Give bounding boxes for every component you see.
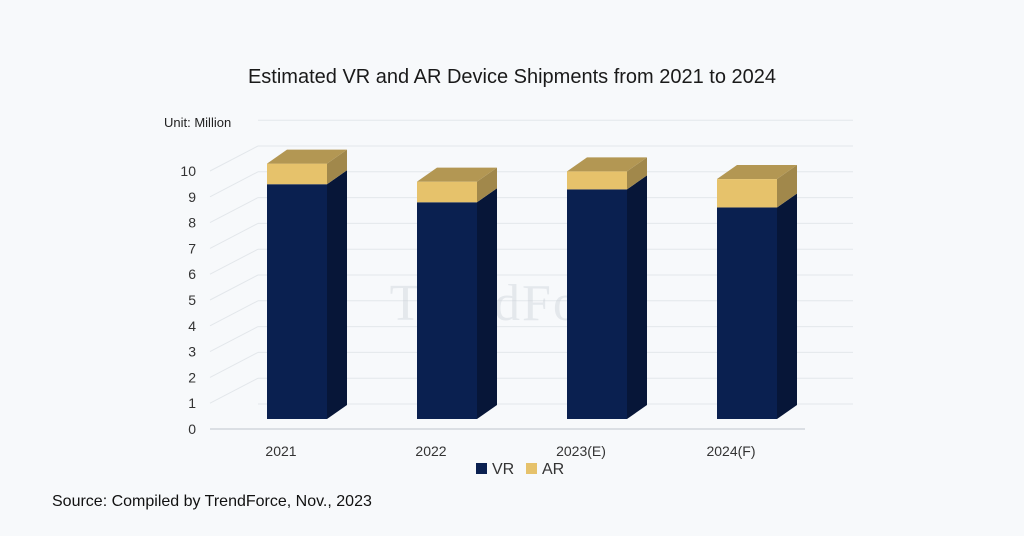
bar-side-ar-2022 [477, 167, 497, 203]
bar-vr-2023(E) [567, 189, 627, 419]
bar-vr-2021 [267, 184, 327, 419]
y-tick-label: 2 [188, 369, 196, 385]
grid-diagonal [209, 326, 259, 353]
legend-label-vr: VR [492, 461, 514, 478]
legend-swatch-ar [526, 463, 537, 474]
bar-ar-2021 [267, 163, 327, 185]
y-tick-label: 6 [188, 266, 196, 282]
y-tick-label: 4 [188, 318, 196, 334]
bar-top-2022 [417, 167, 497, 182]
bar-top-2024(F) [717, 165, 797, 180]
grid-diagonal [209, 377, 259, 404]
bar-side-vr-2024(F) [777, 193, 797, 419]
grid-diagonal [209, 145, 259, 172]
bar-top-2023(E) [567, 157, 647, 172]
grid-diagonal [209, 197, 259, 224]
y-tick-label: 7 [188, 240, 196, 256]
y-tick-label: 3 [188, 344, 196, 360]
legend-swatch-vr [476, 463, 487, 474]
y-tick-label: 5 [188, 292, 196, 308]
y-tick-label: 1 [188, 395, 196, 411]
bar-side-vr-2023(E) [627, 175, 647, 419]
chart-title: Estimated VR and AR Device Shipments fro… [247, 66, 777, 88]
bar-side-ar-2024(F) [777, 165, 797, 208]
y-tick-label: 0 [188, 421, 196, 437]
y-tick-label: 8 [188, 215, 196, 231]
bar-top-2021 [267, 149, 347, 164]
y-tick-label: 9 [188, 189, 196, 205]
y-tick-label: 10 [180, 163, 196, 179]
x-tick-label: 2022 [415, 443, 446, 459]
bar-side-ar-2021 [327, 149, 347, 185]
grid-diagonal [209, 222, 259, 249]
bar-side-vr-2021 [327, 170, 347, 419]
x-tick-label: 2023(E) [556, 443, 606, 459]
unit-label: Unit: Million [164, 115, 232, 130]
grid-diagonal [209, 300, 259, 327]
grid-diagonal [209, 351, 259, 378]
grid-diagonal [209, 171, 259, 198]
bar-side-ar-2023(E) [627, 157, 647, 190]
bar-side-vr-2022 [477, 188, 497, 419]
bar-ar-2023(E) [567, 171, 627, 190]
x-tick-label: 2021 [265, 443, 296, 459]
bar-vr-2022 [417, 202, 477, 419]
legend-label-ar: AR [542, 461, 564, 478]
bar-ar-2022 [417, 181, 477, 203]
grid-diagonal [209, 274, 259, 301]
bar-vr-2024(F) [717, 207, 777, 419]
source-note: Source: Compiled by TrendForce, Nov., 20… [52, 493, 372, 510]
grid-diagonal [209, 248, 259, 275]
bar-ar-2024(F) [717, 179, 777, 208]
x-tick-label: 2024(F) [706, 443, 755, 459]
